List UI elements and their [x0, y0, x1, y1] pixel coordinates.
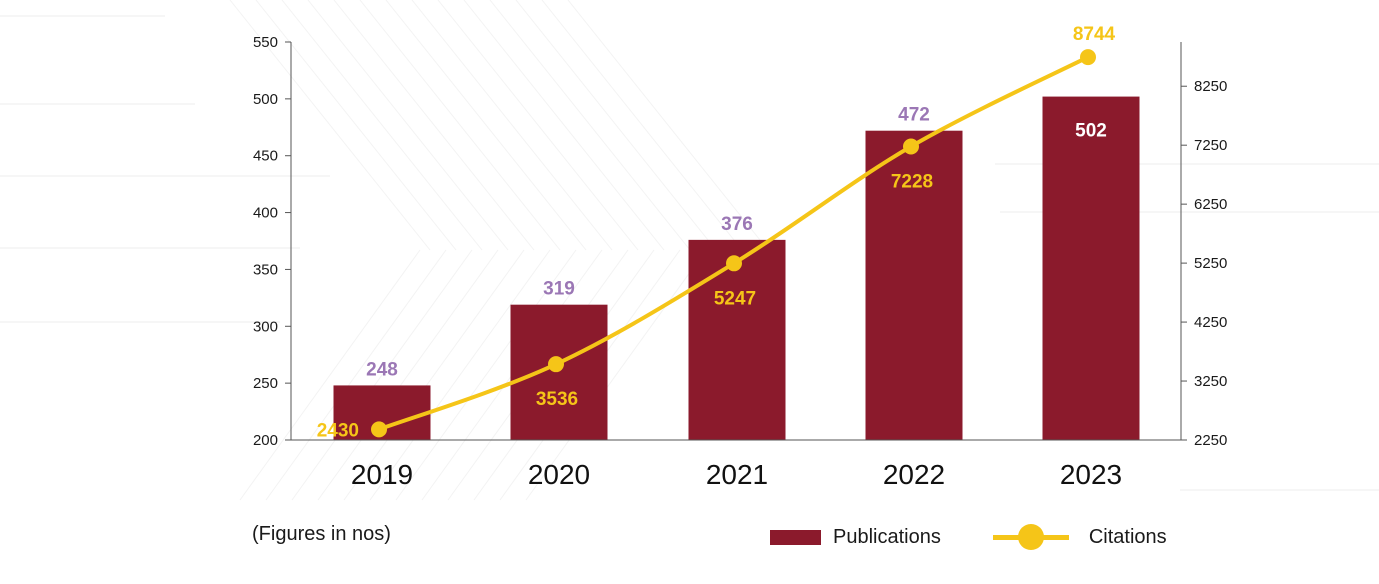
background-line	[359, 0, 561, 251]
x-tick-label-2019: 2019	[351, 459, 413, 490]
y-left-tick-label: 400	[253, 205, 278, 222]
background-line	[567, 0, 769, 251]
footnote: (Figures in nos)	[252, 523, 391, 545]
background-line	[317, 249, 499, 501]
y-left-tick-label: 550	[253, 34, 278, 51]
citations-point-2021	[726, 255, 742, 272]
background-line	[307, 0, 509, 251]
axes-group: 200 250 300 350 400 450 500 550 2250 3250 4250 5250…	[253, 34, 1227, 490]
x-tick-label-2020: 2020	[528, 459, 590, 490]
legend: Publications Citations	[770, 522, 1167, 552]
citations-value-label-2021: 5247	[714, 288, 756, 309]
y-right-tick-label: 4250	[1194, 314, 1227, 331]
publications-value-label-2023: 502	[1075, 121, 1107, 142]
background-line	[463, 0, 665, 251]
y-left-tick-label: 450	[253, 148, 278, 165]
bars-group	[333, 96, 1140, 440]
background-line	[489, 0, 691, 251]
legend-citations-swatch	[992, 524, 1069, 550]
y-left-tick-label: 250	[253, 375, 278, 392]
y-right-tick-label: 2250	[1194, 432, 1227, 449]
y-left-tick-label: 200	[253, 432, 278, 449]
legend-publications-label: Publications	[833, 525, 941, 548]
y-right-tick-label: 5250	[1194, 255, 1227, 272]
x-tick-label-2023: 2023	[1060, 459, 1122, 490]
legend-citations-label: Citations	[1088, 525, 1167, 548]
bar-2021	[688, 239, 786, 440]
bar-2020	[510, 304, 608, 440]
y-left-tick-label: 350	[253, 261, 278, 278]
background-line	[229, 0, 431, 251]
y-right-tick-label: 6250	[1194, 196, 1227, 213]
legend-citations-marker	[1017, 524, 1044, 550]
legend-publications-swatch	[770, 529, 821, 545]
background-line	[385, 0, 587, 251]
bar-2022	[865, 130, 963, 440]
background-line	[515, 0, 717, 251]
background-line	[369, 249, 551, 501]
x-tick-label-2021: 2021	[706, 459, 768, 490]
background-line	[343, 249, 525, 501]
citations-value-label-2022: 7228	[891, 171, 933, 192]
background-line	[541, 0, 743, 251]
bar-2023	[1042, 96, 1140, 440]
citations-point-2023	[1080, 49, 1096, 66]
background-line	[395, 249, 577, 501]
publications-value-label-2022: 472	[898, 105, 930, 126]
publications-value-label-2019: 248	[366, 359, 398, 380]
citations-value-label-2019: 2430	[317, 420, 359, 441]
y-right-tick-label: 8250	[1194, 78, 1227, 95]
citations-value-label-2023: 8744	[1073, 24, 1116, 45]
y-left-tick-label: 300	[253, 318, 278, 335]
background-line	[411, 0, 613, 251]
background-line	[333, 0, 535, 251]
citations-line-group	[371, 49, 1096, 438]
background-line	[239, 249, 421, 501]
background-line	[525, 249, 707, 501]
y-right-tick-label: 3250	[1194, 373, 1227, 390]
citations-point-2019	[371, 421, 387, 438]
citations-point-2022	[903, 138, 919, 155]
background-line	[437, 0, 639, 251]
x-tick-label-2022: 2022	[883, 459, 945, 490]
background-line	[291, 249, 473, 501]
data-labels-group: 248 319 376 472 502 2430 3536 5247 7228 8744	[317, 24, 1116, 441]
y-left-tick-label: 500	[253, 91, 278, 108]
y-right-tick-label: 7250	[1194, 137, 1227, 154]
citations-value-label-2020: 3536	[536, 389, 578, 410]
background-line	[281, 0, 483, 251]
citations-point-2020	[548, 356, 564, 373]
publications-value-label-2020: 319	[543, 279, 575, 300]
publications-value-label-2021: 376	[721, 214, 753, 235]
background-line	[265, 249, 447, 501]
